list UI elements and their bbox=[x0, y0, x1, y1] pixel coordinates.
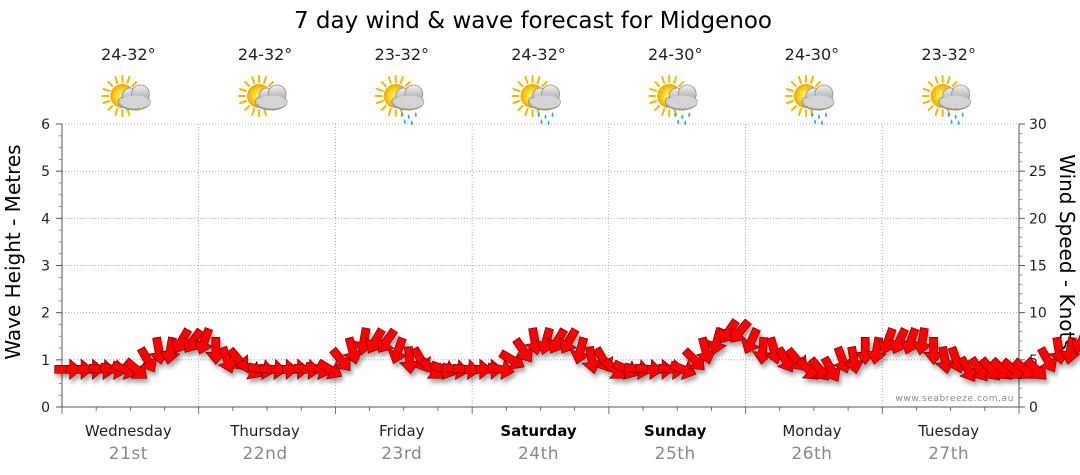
left-tick-label: 2 bbox=[41, 306, 50, 322]
day-column-thursday: 24-32° Thursday 22nd bbox=[229, 45, 300, 464]
wind-arrow bbox=[820, 355, 842, 382]
day-date: 24th bbox=[518, 444, 559, 464]
left-axis-title: Wave Height - Metres bbox=[1, 144, 25, 359]
showers-icon bbox=[374, 75, 425, 125]
left-tick-label: 4 bbox=[41, 211, 50, 227]
wind-arrow bbox=[1037, 346, 1058, 373]
wind-arrow bbox=[512, 336, 534, 363]
wind-arrow bbox=[843, 345, 865, 375]
wind-arrow bbox=[668, 359, 697, 380]
left-tick-label: 0 bbox=[41, 400, 50, 416]
day-column-wednesday: 24-32° Wednesday 21st bbox=[85, 45, 172, 464]
watermark: www.seabreeze.com.au bbox=[895, 394, 1014, 404]
day-column-monday: 24-30° Monday 26th bbox=[782, 45, 841, 464]
temperature-range: 24-30° bbox=[648, 45, 703, 64]
right-tick-label: 20 bbox=[1029, 211, 1047, 227]
wind-arrow bbox=[807, 356, 829, 381]
day-column-sunday: 24-30° Sunday 25th bbox=[644, 45, 707, 464]
wind-arrow bbox=[136, 346, 158, 373]
wind-arrow bbox=[1071, 327, 1080, 355]
grid-lines bbox=[62, 123, 1019, 407]
day-name: Thursday bbox=[229, 422, 300, 440]
left-axis-ticks: 0 1 2 3 4 5 6 bbox=[41, 117, 62, 416]
wind-arrow bbox=[315, 358, 343, 380]
showers-icon bbox=[511, 75, 561, 125]
wind-arrow bbox=[183, 327, 205, 353]
wind-arrow bbox=[329, 346, 351, 371]
wind-arrow bbox=[193, 326, 214, 355]
wind-arrow bbox=[376, 327, 398, 353]
wind-arrow bbox=[751, 336, 774, 365]
right-tick-label: 0 bbox=[1029, 400, 1038, 416]
day-date: 23rd bbox=[381, 444, 422, 464]
day-date: 22nd bbox=[242, 444, 287, 464]
day-name: Sunday bbox=[644, 422, 707, 440]
day-date: 21st bbox=[109, 444, 148, 464]
wind-arrow bbox=[569, 336, 591, 365]
left-tick-label: 3 bbox=[41, 259, 50, 275]
wind-arrow bbox=[957, 355, 978, 382]
wind-arrow bbox=[217, 345, 238, 374]
wind-arrow bbox=[681, 347, 705, 371]
wind-arrow bbox=[911, 327, 933, 356]
day-column-friday: 23-32° Friday 23rd bbox=[375, 45, 430, 464]
partly-cloudy-icon bbox=[238, 75, 288, 117]
wind-arrow bbox=[387, 336, 408, 365]
day-name: Friday bbox=[379, 422, 425, 440]
wind-arrow bbox=[730, 318, 752, 343]
showers-icon bbox=[784, 75, 835, 125]
temperature-range: 23-32° bbox=[375, 45, 430, 64]
axes bbox=[61, 124, 1020, 414]
right-tick-label: 15 bbox=[1029, 259, 1047, 275]
day-column-saturday: 24-32° Saturday 24th bbox=[500, 45, 577, 464]
wind-arrow bbox=[498, 349, 525, 370]
temperature-range: 24-32° bbox=[101, 45, 156, 64]
wind-arrows bbox=[54, 318, 1080, 382]
day-name: Wednesday bbox=[85, 422, 172, 440]
temperature-range: 24-32° bbox=[238, 45, 293, 64]
day-name: Tuesday bbox=[917, 422, 979, 440]
left-tick-label: 5 bbox=[41, 164, 50, 180]
wind-arrow bbox=[558, 327, 580, 354]
left-tick-label: 6 bbox=[41, 117, 50, 133]
wind-arrow bbox=[922, 337, 945, 365]
right-axis-ticks: 051015202530 bbox=[1019, 117, 1047, 416]
partly-cloudy-icon bbox=[101, 75, 151, 117]
wind-arrow bbox=[486, 359, 515, 381]
showers-icon bbox=[921, 75, 972, 125]
temperature-range: 24-32° bbox=[511, 45, 566, 64]
wind-arrow bbox=[342, 336, 364, 365]
right-tick-label: 10 bbox=[1029, 306, 1047, 322]
left-tick-label: 1 bbox=[41, 353, 50, 369]
day-date: 25th bbox=[655, 444, 696, 464]
day-column-tuesday: 23-32° Tuesday 27th bbox=[917, 45, 979, 464]
day-date: 26th bbox=[791, 444, 832, 464]
chart-title: 7 day wind & wave forecast for Midgenoo bbox=[294, 8, 772, 34]
day-date: 27th bbox=[928, 444, 969, 464]
temperature-range: 23-32° bbox=[921, 45, 976, 64]
day-name: Saturday bbox=[500, 422, 577, 440]
wind-arrow bbox=[740, 327, 761, 355]
wind-arrow bbox=[695, 336, 717, 365]
right-tick-label: 25 bbox=[1029, 164, 1047, 180]
temperature-range: 24-30° bbox=[785, 45, 840, 64]
right-axis-title: Wind Speed - Knots bbox=[1055, 154, 1079, 350]
showers-icon bbox=[648, 75, 698, 125]
day-columns: 24-32° Wednesday 21st 24-32° Thursday 22nd 23-… bbox=[85, 45, 979, 464]
day-name: Monday bbox=[782, 422, 841, 440]
right-tick-label: 30 bbox=[1029, 117, 1047, 133]
